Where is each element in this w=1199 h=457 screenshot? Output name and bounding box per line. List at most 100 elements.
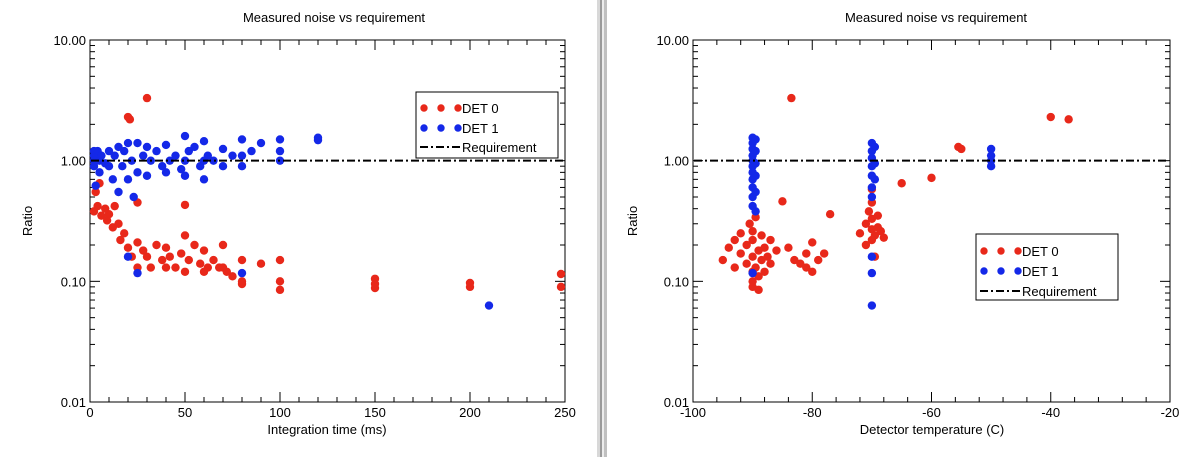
legend-det0-marker: [437, 104, 445, 112]
data-point: [802, 263, 811, 272]
data-point: [808, 238, 817, 247]
plot-frame: [692, 39, 1171, 403]
legend-det0-marker: [997, 247, 1005, 255]
data-point: [927, 173, 936, 183]
data-point: [313, 135, 323, 145]
data-point: [104, 146, 114, 156]
data-point: [89, 161, 99, 171]
data-point: [142, 93, 152, 103]
series-det-1: [748, 133, 996, 310]
data-point: [957, 144, 966, 154]
data-point: [218, 144, 228, 154]
data-point: [751, 187, 760, 197]
legend: DET 0 DET 1 Requirement: [415, 91, 559, 159]
data-point: [171, 263, 180, 272]
x-tick-label: 50: [178, 405, 192, 420]
data-point: [218, 240, 228, 250]
legend-det0-label: DET 0: [1022, 244, 1059, 259]
data-point: [180, 171, 190, 180]
data-point: [91, 181, 100, 190]
chart-panel-right: Measured noise vs requirement Ratio Dete…: [612, 0, 1199, 457]
data-point: [556, 269, 566, 279]
data-point: [120, 229, 129, 238]
data-point: [796, 259, 805, 268]
data-point: [247, 146, 256, 156]
legend-det0-label: DET 0: [462, 101, 499, 116]
x-tick-label: -40: [1041, 405, 1060, 420]
data-point: [237, 135, 247, 144]
data-point: [114, 219, 123, 228]
data-point: [1064, 115, 1073, 124]
series-det-1: [89, 131, 494, 310]
data-point: [766, 259, 775, 268]
data-point: [256, 259, 266, 268]
y-tick-label: 0.01: [664, 395, 689, 410]
data-point: [861, 219, 871, 228]
y-tick-label: 1.00: [664, 154, 689, 169]
data-point: [465, 282, 475, 292]
data-point: [867, 268, 877, 278]
x-tick-label: -80: [803, 405, 822, 420]
legend-requirement-label: Requirement: [1022, 284, 1097, 299]
data-point: [133, 138, 142, 148]
data-point: [228, 151, 237, 160]
data-point: [864, 207, 874, 216]
data-point: [218, 161, 228, 171]
data-point: [751, 146, 760, 156]
data-point: [180, 231, 190, 240]
data-point: [129, 192, 138, 202]
data-point: [237, 268, 247, 278]
y-tick-label: 10.00: [53, 33, 86, 48]
data-point: [180, 156, 190, 165]
data-point: [275, 255, 285, 265]
data-point: [867, 301, 877, 310]
x-axis-label: Detector temperature (C): [860, 422, 1005, 437]
data-point: [736, 229, 745, 238]
data-point: [158, 161, 167, 171]
legend-det0-marker: [1014, 247, 1022, 255]
data-point: [190, 142, 199, 152]
data-point: [256, 138, 266, 148]
x-tick-label: 200: [459, 405, 481, 420]
x-tick-label: 250: [554, 405, 576, 420]
legend-det1-marker: [1014, 267, 1022, 275]
data-point: [203, 263, 212, 272]
data-point: [724, 243, 733, 252]
data-point: [763, 252, 772, 261]
data-point: [228, 272, 237, 281]
data-point: [114, 187, 123, 197]
chart-title: Measured noise vs requirement: [243, 10, 425, 25]
data-point: [184, 255, 193, 265]
x-tick-label: -60: [922, 405, 941, 420]
data-point: [748, 252, 757, 261]
data-point: [370, 283, 380, 293]
data-point: [754, 285, 763, 295]
chart-title: Measured noise vs requirement: [845, 10, 1027, 25]
legend-det0-marker: [454, 104, 462, 112]
data-point: [133, 168, 142, 177]
data-point: [819, 249, 829, 258]
chart-integration-time: Measured noise vs requirement Ratio Inte…: [20, 10, 576, 437]
data-point: [556, 282, 566, 292]
data-point: [171, 151, 180, 160]
legend-det1-marker: [454, 124, 462, 132]
legend-box: [975, 233, 1119, 301]
data-point: [879, 233, 888, 242]
chart-detector-temperature: Measured noise vs requirement Ratio Dete…: [625, 10, 1179, 437]
data-point: [814, 255, 823, 265]
data-point: [237, 255, 247, 265]
data-point: [751, 171, 760, 180]
data-point: [742, 259, 751, 268]
y-axis-label: Ratio: [20, 206, 35, 236]
data-point: [778, 197, 787, 206]
data-point: [93, 201, 102, 211]
data-point: [237, 151, 247, 160]
legend-det1-marker: [420, 124, 428, 132]
x-tick-label: -100: [680, 405, 706, 420]
data-point: [116, 235, 125, 245]
legend: DET 0 DET 1 Requirement: [975, 233, 1119, 301]
legend-det1-marker: [980, 267, 988, 275]
data-point: [199, 246, 209, 255]
data-point: [787, 93, 796, 103]
data-point: [484, 301, 494, 310]
